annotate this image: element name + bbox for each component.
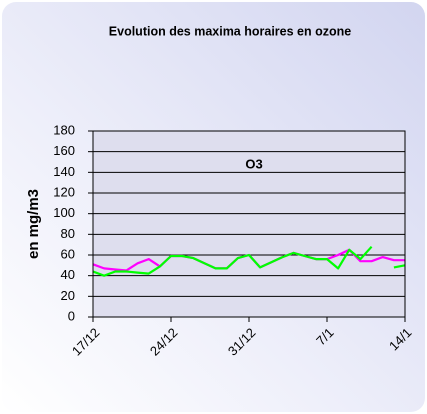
- annotation: O3: [245, 156, 262, 171]
- y-tick-label: 40: [61, 267, 75, 282]
- y-axis-label: en mg/m3: [25, 189, 42, 259]
- y-tick-label: 100: [53, 205, 75, 220]
- y-tick-label: 20: [61, 288, 75, 303]
- y-tick-label: 140: [53, 164, 75, 179]
- y-tick-label: 80: [61, 226, 75, 241]
- y-tick-label: 160: [53, 143, 75, 158]
- chart-title: Evolution des maxima horaires en ozone: [109, 24, 351, 38]
- series-line: [92, 245, 406, 277]
- y-tick-label: 180: [53, 122, 75, 137]
- plot-area: [93, 131, 405, 317]
- y-tick-label: 120: [53, 184, 75, 199]
- y-tick-label: 0: [68, 308, 75, 323]
- y-tick-label: 60: [61, 246, 75, 261]
